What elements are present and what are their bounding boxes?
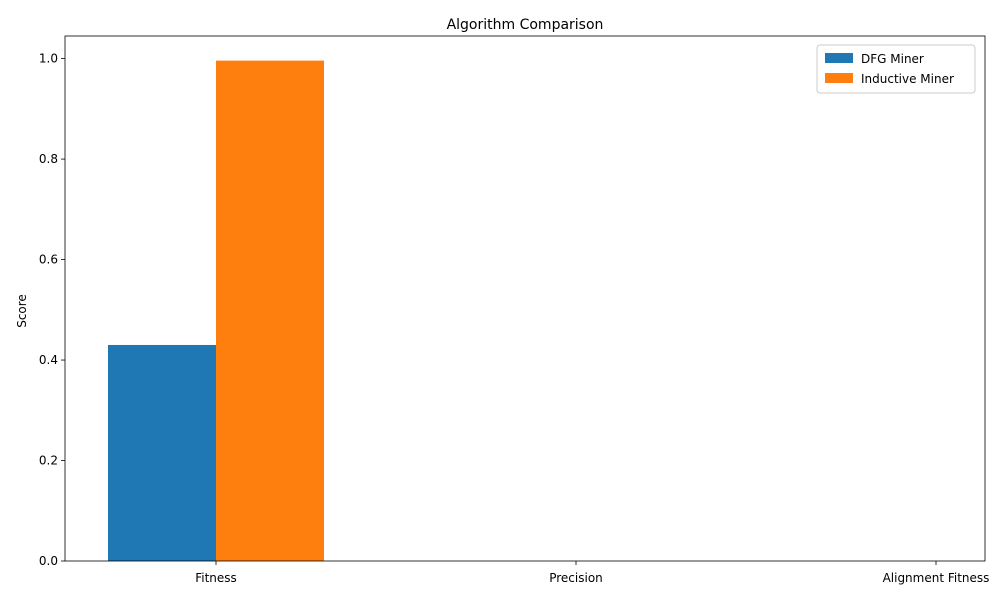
bars-group [108, 60, 324, 562]
legend: DFG Miner Inductive Miner [816, 44, 976, 94]
x-tick-label: Precision [549, 571, 603, 585]
y-tick-label: 1.0 [39, 52, 58, 66]
plot-frame [64, 35, 986, 562]
x-tick-label: Alignment Fitness [883, 571, 990, 585]
y-tick-label: 0.0 [39, 554, 58, 568]
legend-label: DFG Miner [861, 52, 924, 66]
y-tick-label: 0.8 [39, 152, 58, 166]
y-axis-ticks: 0.0 0.2 0.4 0.6 0.8 1.0 [39, 52, 65, 568]
x-axis-ticks: Fitness Precision Alignment Fitness [195, 561, 989, 585]
bar [108, 344, 216, 561]
y-tick-label: 0.4 [39, 353, 58, 367]
legend-swatch [825, 53, 853, 63]
bar [216, 60, 324, 562]
y-tick-label: 0.6 [39, 253, 58, 267]
legend-swatch [825, 73, 853, 83]
y-tick-label: 0.2 [39, 454, 58, 468]
legend-box [816, 44, 976, 94]
legend-label: Inductive Miner [861, 72, 954, 86]
y-axis-label: Score [15, 294, 29, 328]
chart-title: Algorithm Comparison [447, 17, 604, 33]
x-tick-label: Fitness [195, 571, 237, 585]
